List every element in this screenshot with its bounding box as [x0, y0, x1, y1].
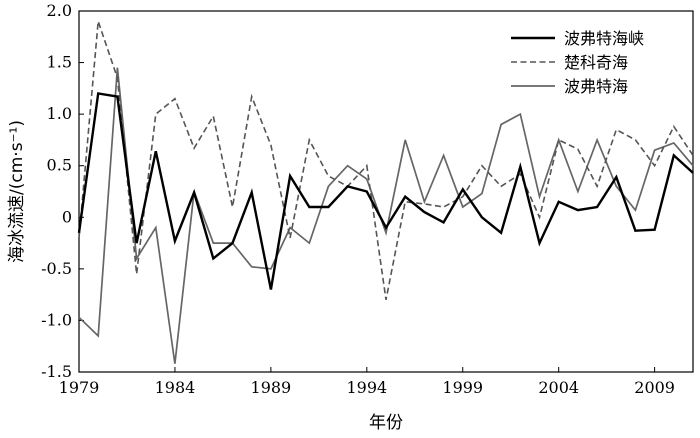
series-line-2 [78, 67, 694, 364]
x-tick-label-6: 2009 [634, 378, 675, 397]
series-layer [77, 21, 694, 364]
y-tick-label-3: 0.5 [47, 156, 72, 175]
x-axis-title: 年份 [369, 413, 403, 433]
y-tick-label-5: -0.5 [41, 259, 72, 278]
x-tick-label-1: 1984 [155, 378, 196, 397]
y-tick-label-7: -1.5 [41, 362, 72, 381]
x-tick-label-4: 1999 [442, 378, 483, 397]
legend-label-2: 波弗特海 [564, 77, 628, 96]
x-axis: 1979 1984 1989 1994 1999 2004 2009 [59, 367, 675, 397]
legend-label-0: 波弗特海峡 [564, 29, 644, 48]
y-tick-label-6: -1.0 [41, 310, 72, 329]
y-tick-label-0: 2.0 [47, 1, 72, 20]
x-tick-label-2: 1989 [251, 378, 292, 397]
series-line-0 [77, 92, 694, 290]
y-tick-label-2: 1.0 [47, 104, 72, 123]
y-tick-label-1: 1.5 [47, 53, 72, 72]
plot-frame [78, 10, 694, 373]
x-tick-label-5: 2004 [538, 378, 579, 397]
x-tick-label-0: 1979 [59, 378, 100, 397]
legend-label-1: 楚科奇海 [564, 53, 628, 72]
x-tick-label-3: 1994 [346, 378, 387, 397]
y-axis-title: 海冰流速/(cm·s⁻¹) [7, 120, 27, 263]
series-line-1 [78, 21, 694, 300]
y-axis: 2.0 1.5 1.0 0.5 0 -0.5 -1.0 -1.5 [41, 1, 84, 381]
y-tick-label-4: 0 [62, 207, 72, 226]
legend: 波弗特海峡 楚科奇海 波弗特海 [511, 29, 644, 96]
plot-border [78, 10, 694, 373]
